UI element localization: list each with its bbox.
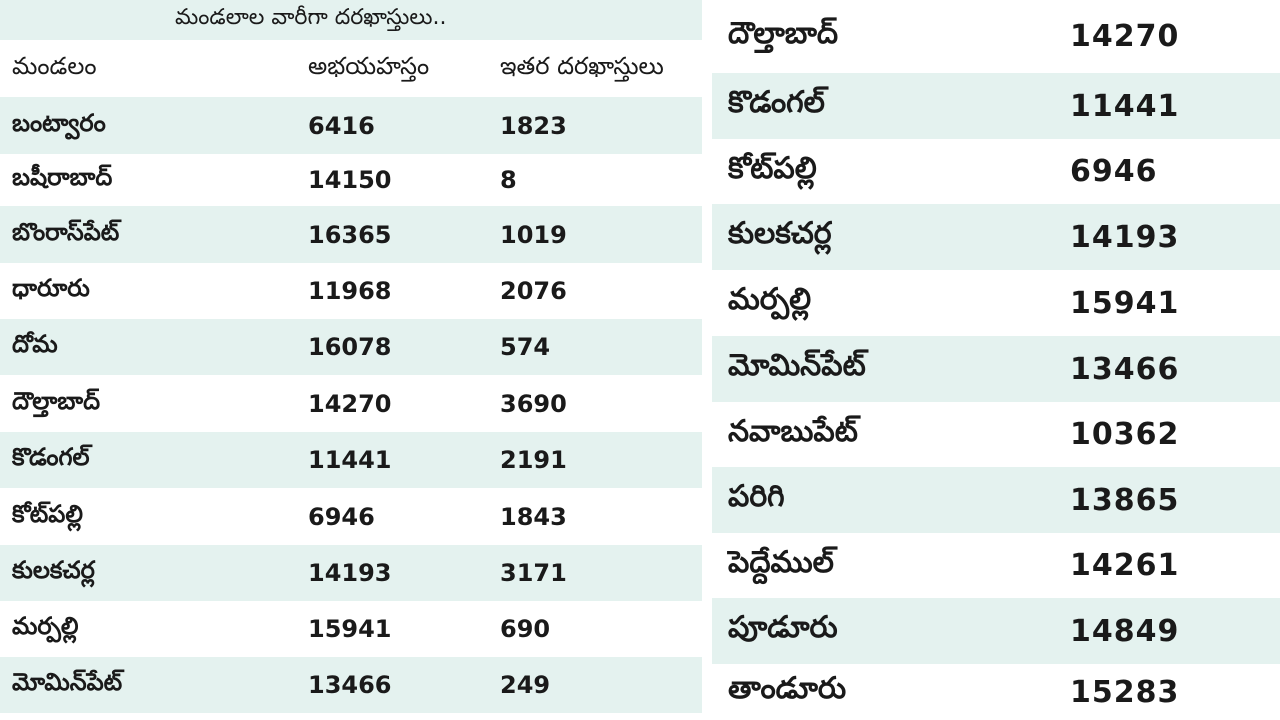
table-row: తాండూరు 15283 — [712, 664, 1280, 720]
other-applications-cell: 249 — [500, 671, 551, 699]
mandal-cell: కోట్‌పల్లి — [728, 150, 817, 186]
mandal-cell: మోమిన్‌పేట్ — [12, 668, 123, 696]
abhayahastam-cell: 11441 — [1070, 88, 1180, 124]
table-row: మోమిన్‌పేట్ 13466 249 — [0, 657, 702, 713]
abhayahastam-cell: 6946 — [308, 502, 375, 531]
mandal-cell: మోమిన్‌పేట్ — [728, 348, 866, 383]
mandal-cell: పెద్దేముల్ — [728, 544, 834, 580]
table-row: దౌల్తాబాద్ 14270 3690 — [0, 375, 702, 432]
mandal-cell: కొడంగల్ — [12, 443, 90, 471]
mandal-cell: మర్పల్లి — [12, 612, 79, 640]
abhayahastam-cell: 16078 — [308, 333, 392, 361]
abhayahastam-cell: 6946 — [1070, 154, 1158, 189]
table-row: మర్పల్లి 15941 690 — [0, 601, 702, 657]
mandal-cell: కులకచర్ల — [728, 216, 832, 251]
table-row: పెద్దేముల్ 14261 — [712, 533, 1280, 598]
abhayahastam-cell: 10362 — [1070, 417, 1180, 452]
abhayahastam-cell: 11968 — [308, 277, 392, 305]
abhayahastam-cell: 14150 — [308, 166, 392, 194]
left-table: మండలాల వారీగా దరఖాస్తులు.. మండలం అభయహస్త… — [0, 0, 702, 713]
abhayahastam-cell: 14270 — [1070, 19, 1180, 54]
abhayahastam-cell: 14193 — [308, 559, 392, 587]
table-row: దోమ 16078 574 — [0, 319, 702, 375]
table-row: బంట్వారం 6416 1823 — [0, 97, 702, 154]
abhayahastam-cell: 15283 — [1070, 674, 1180, 710]
abhayahastam-cell: 15941 — [1070, 285, 1180, 321]
table-row: కోట్‌పల్లి 6946 — [712, 139, 1280, 204]
abhayahastam-cell: 14193 — [1070, 219, 1180, 255]
table-row: కొడంగల్ 11441 — [712, 73, 1280, 139]
mandal-cell: దౌల్తాబాద్ — [12, 386, 101, 415]
table-row: నవాబుపేట్ 10362 — [712, 402, 1280, 467]
abhayahastam-cell: 11441 — [308, 446, 392, 474]
mandal-cell: ధారూరు — [12, 274, 90, 302]
abhayahastam-cell: 14270 — [308, 389, 392, 418]
mandal-cell: నవాబుపేట్ — [728, 413, 858, 449]
other-applications-cell: 1019 — [500, 220, 567, 249]
table-row: బొంరాస్‌పేట్ 16365 1019 — [0, 206, 702, 263]
table-row: కోట్‌పల్లి 6946 1843 — [0, 488, 702, 545]
table-row: ధారూరు 11968 2076 — [0, 263, 702, 319]
other-applications-cell: 1843 — [500, 502, 567, 531]
abhayahastam-cell: 14849 — [1070, 613, 1180, 649]
abhayahastam-cell: 16365 — [308, 220, 392, 249]
mandal-cell: తాండూరు — [728, 671, 847, 706]
other-applications-cell: 1823 — [500, 111, 567, 140]
other-applications-cell: 690 — [500, 615, 551, 643]
header-abhayahastam: అభయహస్తం — [308, 51, 430, 80]
abhayahastam-cell: 13466 — [308, 671, 392, 699]
mandal-cell: బంట్వారం — [12, 108, 106, 137]
other-applications-cell: 2076 — [500, 277, 567, 305]
header-other-applications: ఇతర దరఖాస్తులు — [500, 51, 664, 80]
table-row: కులకచర్ల 14193 — [712, 204, 1280, 270]
table-title: మండలాల వారీగా దరఖాస్తులు.. — [0, 0, 702, 40]
right-table: దౌల్తాబాద్ 14270 కొడంగల్ 11441 కోట్‌పల్లి 694… — [712, 0, 1280, 720]
abhayahastam-cell: 15941 — [308, 615, 392, 643]
mandal-cell: పూడూరు — [728, 610, 838, 645]
header-row: మండలం అభయహస్తం ఇతర దరఖాస్తులు — [0, 40, 702, 97]
table-row: దౌల్తాబాద్ 14270 — [712, 0, 1280, 73]
mandal-cell: కోట్‌పల్లి — [12, 499, 83, 528]
table-row: కులకచర్ల 14193 3171 — [0, 545, 702, 601]
table-row: పరిగి 13865 — [712, 467, 1280, 533]
mandal-cell: బషీరాబాద్ — [12, 163, 113, 191]
mandal-cell: కులకచర్ల — [12, 556, 95, 584]
abhayahastam-cell: 14261 — [1070, 548, 1180, 583]
mandal-cell: పరిగి — [728, 479, 785, 514]
table-row: బషీరాబాద్ 14150 8 — [0, 154, 702, 206]
table-row: మర్పల్లి 15941 — [712, 270, 1280, 336]
mandal-cell: మర్పల్లి — [728, 282, 812, 317]
table-row: మోమిన్‌పేట్ 13466 — [712, 336, 1280, 402]
table-row: పూడూరు 14849 — [712, 598, 1280, 664]
table-row: కొడంగల్ 11441 2191 — [0, 432, 702, 488]
mandal-cell: బొంరాస్‌పేట్ — [12, 217, 120, 246]
other-applications-cell: 8 — [500, 166, 517, 194]
other-applications-cell: 2191 — [500, 446, 567, 474]
other-applications-cell: 574 — [500, 333, 551, 361]
mandal-cell: కొడంగల్ — [728, 85, 825, 120]
other-applications-cell: 3690 — [500, 389, 567, 418]
header-mandal: మండలం — [12, 51, 97, 80]
abhayahastam-cell: 6416 — [308, 111, 375, 140]
other-applications-cell: 3171 — [500, 559, 567, 587]
abhayahastam-cell: 13865 — [1070, 482, 1180, 518]
mandal-cell: దోమ — [12, 330, 58, 358]
mandal-cell: దౌల్తాబాద్ — [728, 15, 839, 51]
abhayahastam-cell: 13466 — [1070, 351, 1180, 387]
